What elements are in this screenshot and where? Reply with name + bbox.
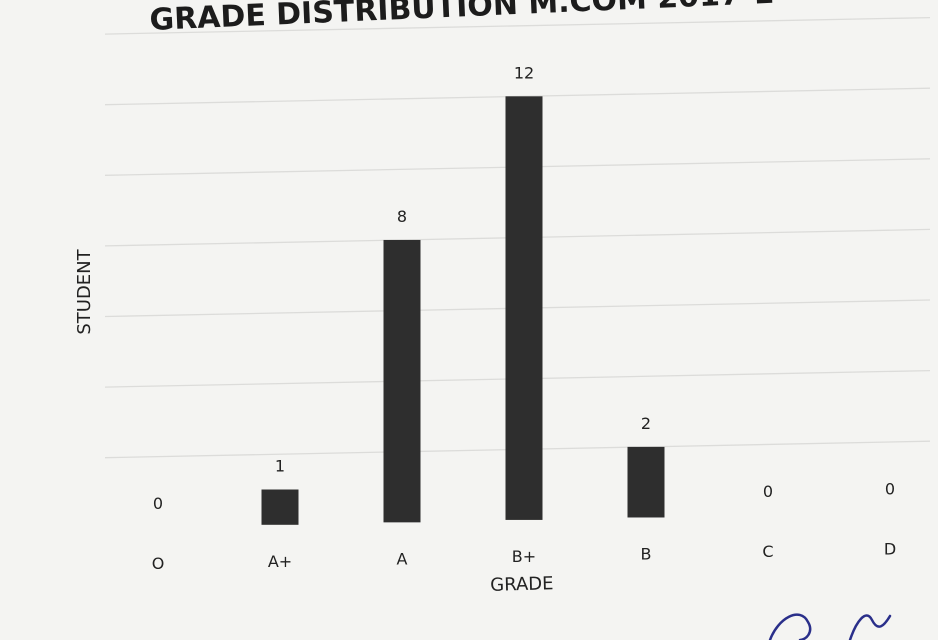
x-tick-label-B+: B+ (512, 547, 536, 566)
x-axis-label: GRADE (490, 573, 554, 596)
bar-A+ (261, 489, 299, 525)
signature-mark (768, 613, 812, 640)
bar-A (383, 239, 421, 523)
data-label-O: 0 (153, 494, 163, 513)
data-labels: 0 1 8 12 2 0 0 (153, 63, 895, 513)
x-tick-label-O: O (152, 554, 165, 573)
gridline (104, 16, 931, 35)
data-label-D: 0 (885, 480, 895, 499)
data-label-A: 8 (397, 207, 407, 226)
y-axis-label: STUDENT (74, 248, 95, 334)
bar-B+ (505, 96, 543, 520)
data-label-A+: 1 (275, 457, 285, 476)
chart-title: GRADE DISTRIBUTION M.COM 2017-1 (149, 0, 775, 38)
x-tick-label-C: C (762, 542, 773, 561)
x-tick-labels: O A+ A B+ B C D (152, 540, 896, 574)
x-tick-label-A: A (397, 549, 408, 568)
data-label-B+: 12 (514, 63, 534, 82)
x-tick-label-D: D (884, 540, 896, 559)
bars (261, 96, 665, 525)
data-label-C: 0 (763, 482, 773, 501)
signature-mark-2 (848, 614, 892, 640)
x-tick-label-A+: A+ (268, 552, 292, 571)
x-tick-label-B: B (641, 544, 652, 563)
bar-B (627, 446, 665, 518)
data-label-B: 2 (641, 414, 651, 433)
